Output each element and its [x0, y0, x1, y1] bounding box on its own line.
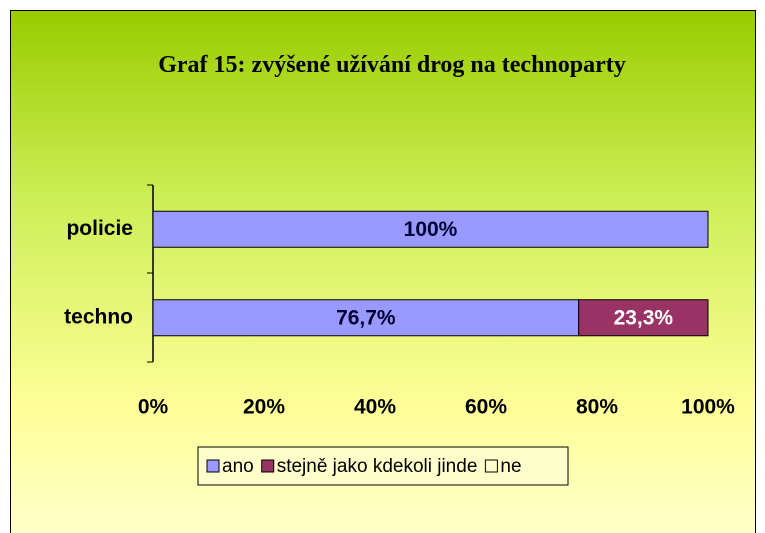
chart-frame	[10, 10, 756, 533]
x-tick-label: 80%	[576, 396, 618, 419]
y-tick-label: policie	[66, 217, 133, 240]
data-label: 76,7%	[336, 306, 396, 329]
bar-segment	[152, 210, 709, 248]
legend-swatch	[484, 459, 498, 473]
chart-title: Graf 15: zvýšené užívání drog na technop…	[158, 52, 626, 78]
legend-swatch	[261, 459, 275, 473]
legend-label: stejně jako kdekoli jinde	[277, 456, 478, 477]
x-tick-label: 20%	[243, 396, 285, 419]
x-tick-label: 40%	[354, 396, 396, 419]
data-label: 100%	[404, 218, 458, 241]
x-tick-label: 100%	[681, 396, 735, 419]
legend-box	[197, 446, 569, 486]
y-tick-label: techno	[64, 305, 133, 328]
data-label: 23,3%	[614, 306, 674, 329]
legend-label: ne	[500, 456, 521, 477]
x-tick-label: 0%	[138, 396, 169, 419]
legend-label: ano	[222, 456, 254, 477]
legend-swatch	[206, 459, 220, 473]
bar-segment	[578, 299, 709, 337]
x-tick-label: 60%	[465, 396, 507, 419]
